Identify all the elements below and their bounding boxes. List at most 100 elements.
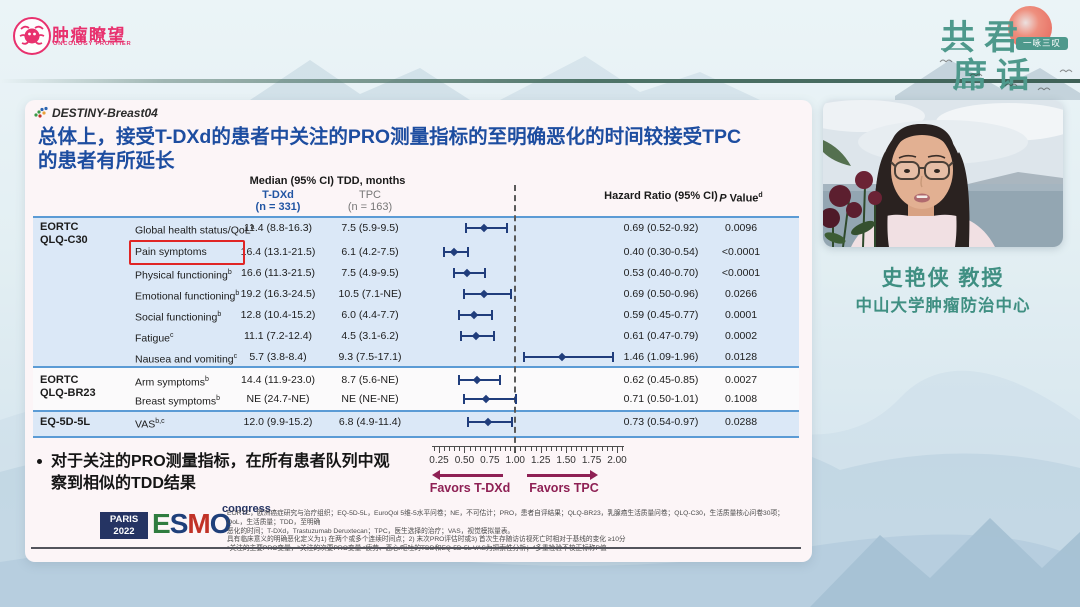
row-p-value: <0.0001 [721,267,761,279]
p-italic: P [719,192,727,205]
study-label: DESTINY-Breast04 [52,106,158,120]
ci-line [464,398,517,400]
axis-tick-major [616,446,618,453]
row-hr-value: 0.61 (0.47-0.79) [623,330,699,342]
slide-title-line2: 的患者有所延长 [38,150,175,172]
esmo-letter: S [169,508,189,539]
axis-tick-minor [433,446,435,451]
axis-tick-label: 2.00 [607,455,627,466]
ci-cap-low [523,352,526,362]
row-tpc-median: 7.5 (5.9-9.5) [341,222,399,234]
axis-tick-minor [622,446,624,451]
row-p-value: 0.0027 [724,374,758,386]
ci-cap-high [611,352,614,362]
bullet-text: 对于关注的PRO测量指标，在所有患者队列中观 察到相似的TDD结果 [51,451,421,495]
event-logo-underline-2 [953,86,983,88]
row-measure-label: Arm symptomsb [135,376,209,389]
row-p-value: 0.0266 [724,288,758,300]
slide-title: 总体上，接受T-DXd的患者中关注的PRO测量指标的至明确恶化的时间较接受TPC… [38,125,803,173]
row-p-value: 0.1008 [724,393,758,405]
section-separator-2 [33,410,799,412]
row-tpc-median: 6.8 (4.9-11.4) [338,416,402,428]
axis-tick-minor [469,446,471,451]
axis-tick-minor [550,446,552,451]
event-logo-badge: 一咏三叹 [1016,37,1068,50]
row-tpc-median: 6.0 (4.4-7.7) [341,309,399,321]
axis-tick-major [464,446,466,453]
p-rest: Value [726,192,759,205]
row-measure-label: Pain symptoms [135,246,207,258]
row-hr-value: 0.69 (0.50-0.96) [623,288,699,300]
event-logo-underline-1 [941,48,971,50]
axis-tick-major [489,446,491,453]
row-p-value: 0.0002 [724,330,758,342]
reference-line-hr-1 [514,185,516,453]
row-measure-label: Breast symptomsb [135,395,221,408]
esmo-logo: ESMO [152,508,232,540]
tpc-column-header: TPC (n = 163) [310,189,430,213]
bullet-line1: 对于关注的PRO测量指标，在所有患者队列中观 [51,453,390,470]
presenter-scene [823,100,1063,247]
median-header: Median (95% CI) TDD, months [249,175,406,187]
bullet-line2: 察到相似的TDD结果 [51,475,196,492]
axis-tick-label: 0.75 [480,455,500,466]
oncology-frontier-en: ONCOLOGY FRONTIER [53,41,132,47]
row-p-value: 0.0001 [724,309,758,321]
ci-cap-high [467,247,470,257]
esmo-congress: congress [222,503,271,515]
row-measure-label: VASb,c [135,418,165,431]
axis-tick-label: 0.25 [429,455,449,466]
axis-tick-minor [525,446,527,451]
row-hr-value: 0.71 (0.50-1.01) [623,393,699,405]
pvalue-column-header: P Valued [701,190,781,205]
section-band-2 [33,410,799,436]
axis-tick-minor [530,446,532,451]
esmo-letter: M [187,508,210,539]
axis-tick-major [540,446,542,453]
row-hr-value: 0.69 (0.52-0.92) [623,222,699,234]
group-label: EORTC QLQ-BR23 [40,374,96,399]
row-p-value: <0.0001 [721,246,761,258]
ci-cap-high [515,394,518,404]
slide-title-line1: 总体上，接受T-DXd的患者中关注的PRO测量指标的至明确恶化的时间较接受TPC [38,126,742,148]
bullet-dot [37,459,42,464]
axis-baseline [432,446,624,447]
axis-tick-minor [601,446,603,451]
ci-cap-low [458,310,461,320]
row-tdxd-median: 14.4 (11.9-23.0) [241,374,315,386]
event-logo-line2: 席话 [953,58,1039,95]
ci-cap-low [463,289,466,299]
axis-tick-minor [479,446,481,451]
axis-tick-minor [459,446,461,451]
row-tpc-median: 4.5 (3.1-6.2) [341,330,399,342]
axis-tick-minor [505,446,507,451]
axis-tick-minor [545,446,547,451]
axis-tick-minor [535,446,537,451]
row-hr-value: 1.46 (1.09-1.96) [623,351,699,363]
row-measure-label: Nausea and vomitingc [135,353,238,366]
axis-tick-minor [520,446,522,451]
footnote-line: EORTC，欧洲癌症研究与治疗组织；EQ-5D-5L，EuroQol 5维-5水… [227,510,784,526]
row-tdxd-median: NE (24.7-NE) [246,393,310,405]
favors-tpc-arrow [527,470,598,480]
axis-tick-minor [510,446,512,451]
esmo-letter: O [209,508,232,539]
esmo-letter: E [152,508,171,539]
favors-tpc-label: Favors TPC [529,481,599,495]
row-measure-label: Social functioningb [135,311,222,324]
axis-tick-label: 1.25 [530,455,551,466]
birds-icon [939,59,1073,91]
axis-tick-minor [586,446,588,451]
axis-tick-minor [576,446,578,451]
axis-tick-label: 0.50 [454,455,475,466]
slide-panel: DESTINY-Breast04 总体上，接受T-DXd的患者中关注的PRO测量… [25,100,812,562]
ci-cap-low [443,247,446,257]
axis-tick-minor [571,446,573,451]
group-label: EQ-5D-5L [40,416,91,428]
axis-tick-minor [484,446,486,451]
row-measure-label: Physical functioningb [135,269,232,282]
ci-cap-high [499,375,502,385]
section-separator-1 [33,366,799,368]
row-tdxd-median: 16.4 (13.1-21.5) [240,246,316,258]
favors-tdxd-label: Favors T-DXd [429,481,511,495]
